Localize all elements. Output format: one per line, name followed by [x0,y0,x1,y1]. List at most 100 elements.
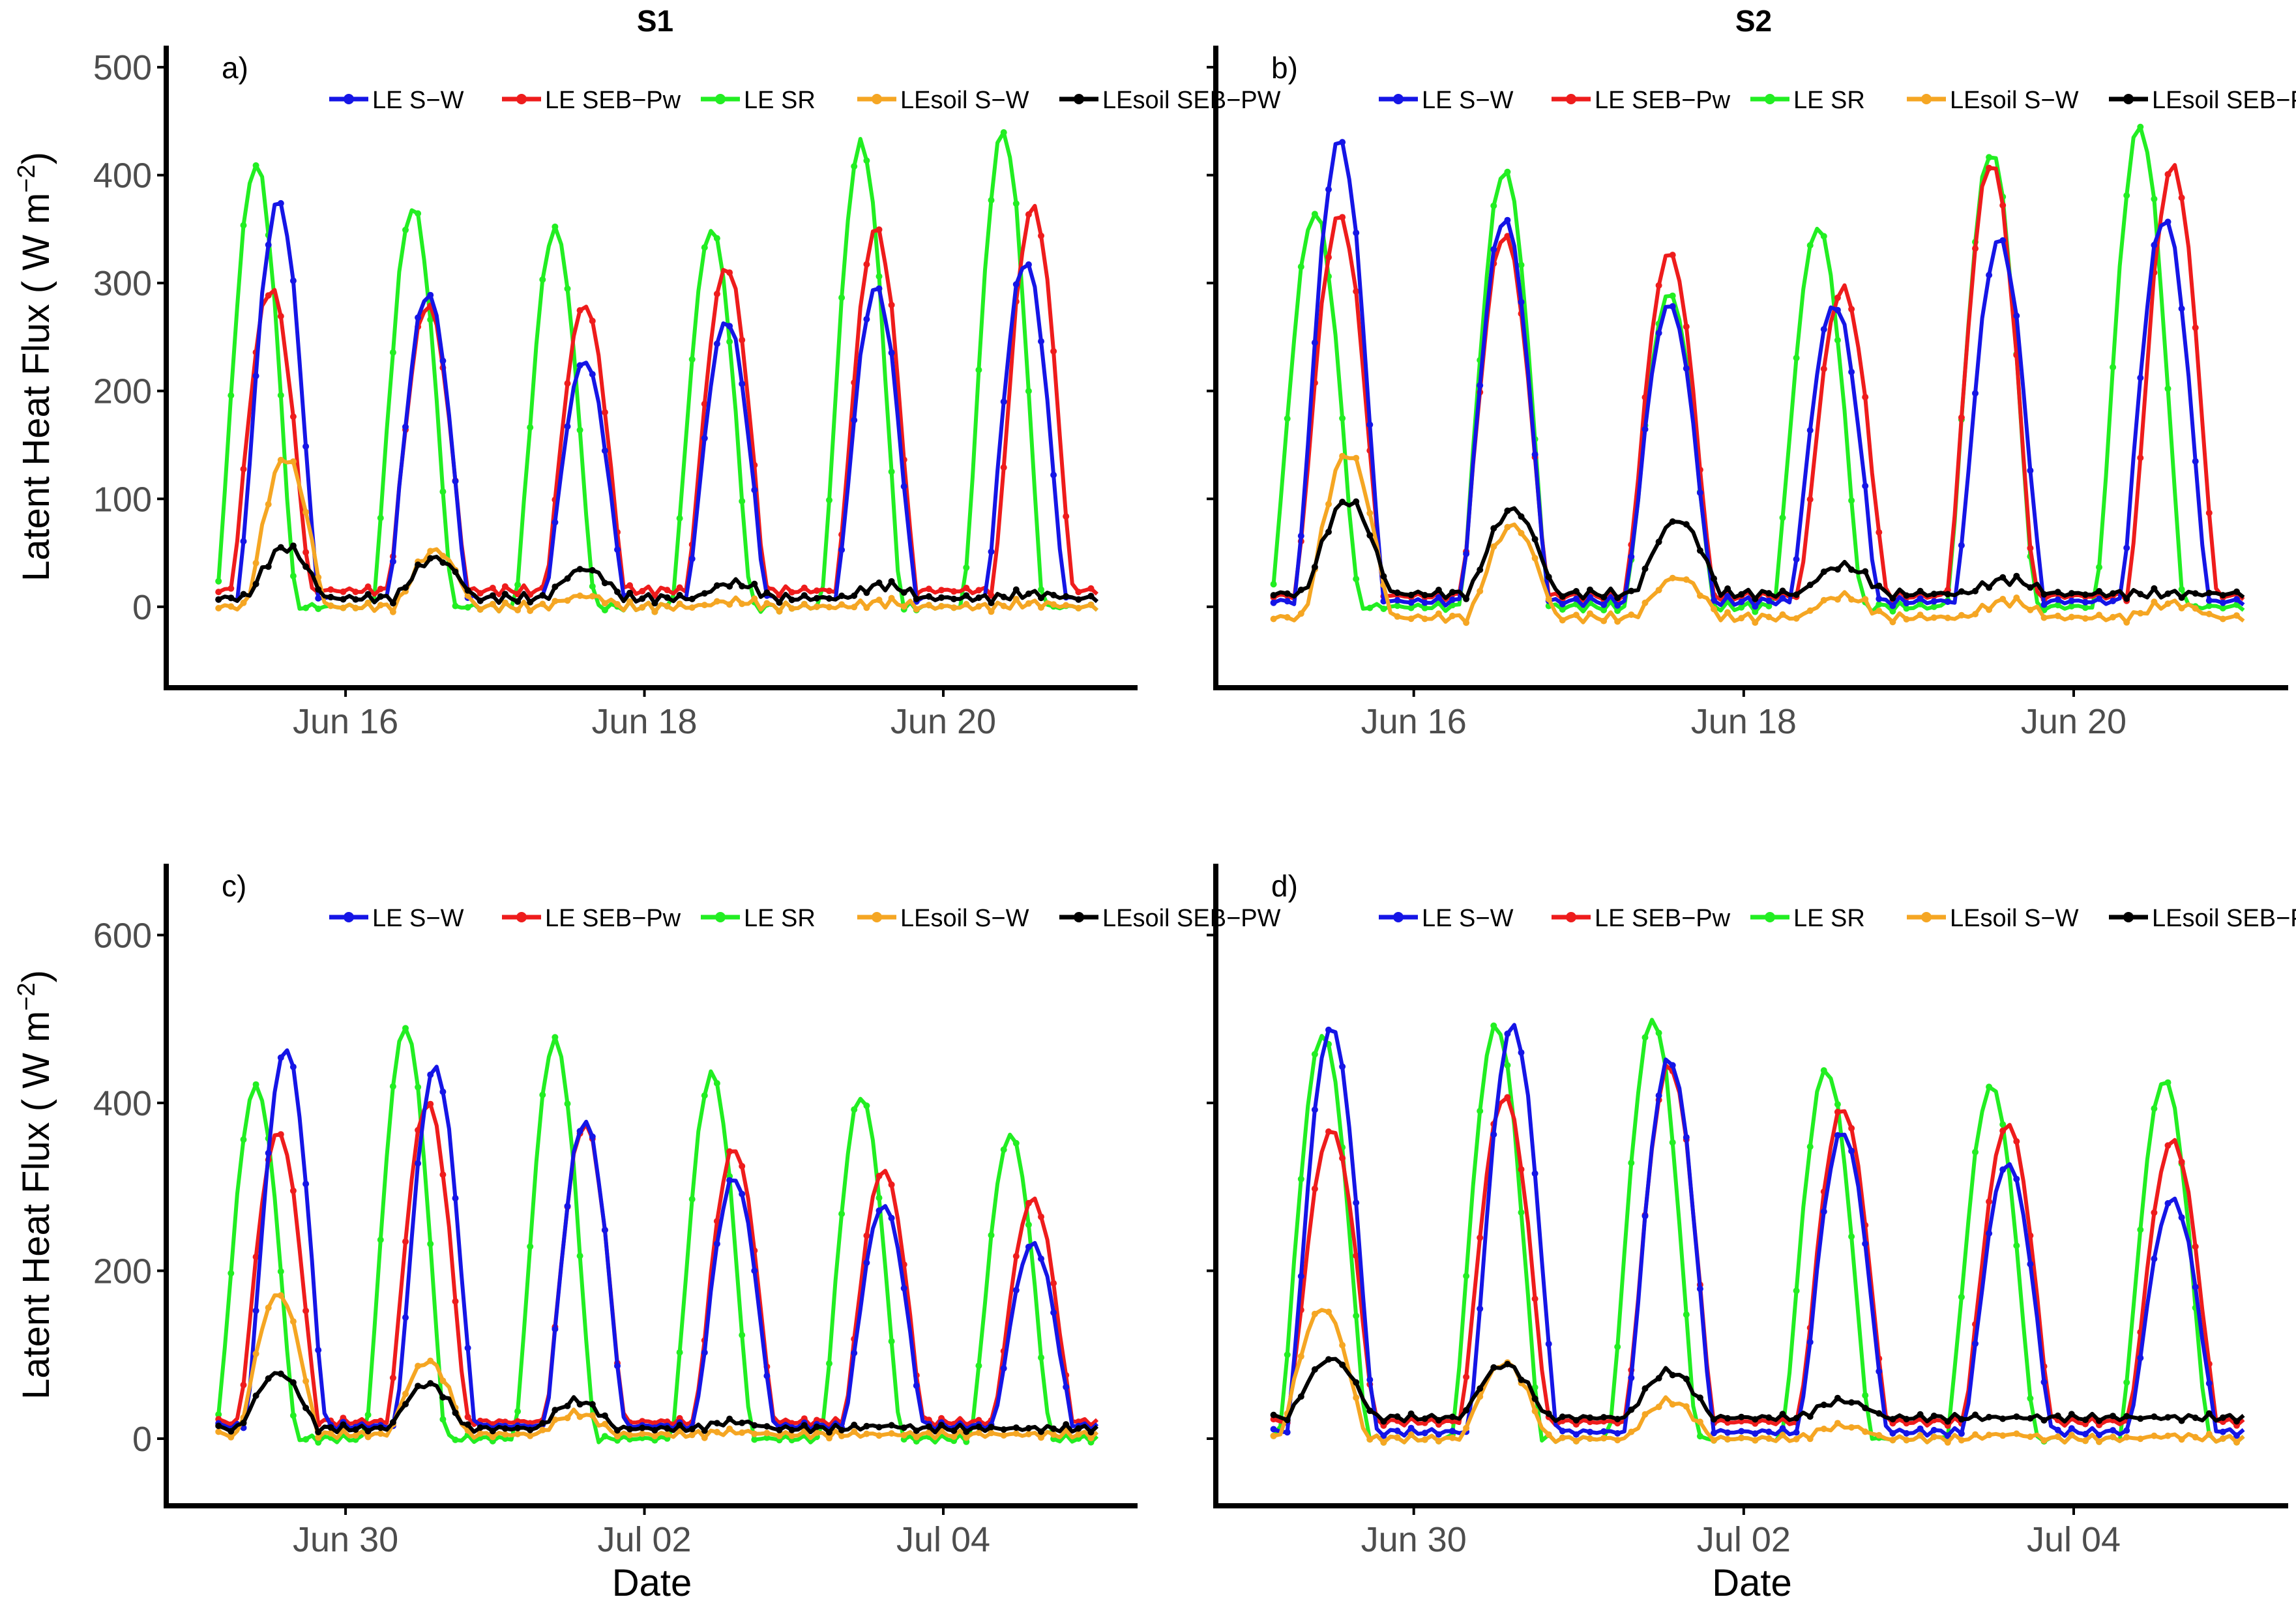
data-point [1944,598,1951,606]
legend-label: LEsoil SEB−PW [1102,905,1281,932]
data-point [315,1434,322,1441]
data-point [2068,590,2075,597]
data-point [1063,1383,1070,1390]
data-point [489,600,496,608]
data-point [439,357,447,364]
series-le-seb-pw [1270,1063,2245,1429]
data-point [2123,192,2130,199]
data-point [626,582,634,589]
data-point [1600,601,1608,608]
data-point [1504,1094,1511,1101]
data-point [2054,1426,2061,1433]
data-point [1435,1431,1442,1438]
data-point [1614,618,1621,625]
data-point [1862,1392,1869,1399]
data-point [1490,543,1497,550]
data-point [1986,1198,1993,1205]
data-point [1477,1393,1484,1400]
data-point [614,1433,621,1440]
data-point [688,1426,696,1433]
data-point [1986,1230,1993,1237]
y-tick-label: 400 [93,1084,152,1123]
data-point [1972,1431,1979,1438]
data-point [1366,1376,1374,1383]
data-point [726,1415,733,1422]
data-point [1903,1416,1910,1422]
series-line [218,1048,1099,1432]
data-point [1806,1143,1814,1151]
data-point [713,340,720,347]
data-point [352,1426,359,1433]
data-point [776,1426,783,1433]
data-point [1270,592,1277,599]
data-point [289,1412,297,1419]
data-point [1063,1421,1070,1428]
data-point [1075,1425,1082,1432]
data-point [1394,1434,1401,1441]
data-point [1944,1418,1951,1425]
data-point [439,1394,447,1401]
data-point [2178,194,2185,201]
data-point [265,241,272,248]
data-point [552,1416,559,1423]
data-point [1394,613,1401,620]
series-le-seb-pw [215,203,1099,599]
data-point [1407,1431,1415,1438]
data-point [1779,587,1786,594]
x-tick-label: Jul 02 [597,1520,691,1559]
data-point [701,602,708,609]
data-point [1806,1435,1814,1443]
data-point [2233,612,2240,619]
series-lesoil-s-w [1270,1308,2245,1446]
data-point [888,349,895,357]
data-point [1559,606,1566,613]
data-point [415,561,422,568]
data-point [876,1207,883,1214]
data-point [277,1292,284,1299]
data-point [240,1419,247,1426]
data-point [2151,242,2158,248]
data-point [876,273,883,280]
data-point [1738,598,1745,606]
data-point [389,608,396,615]
data-point [2137,1435,2144,1443]
data-point [1366,1436,1374,1443]
data-point [589,566,596,574]
data-point [302,1307,310,1314]
data-point [1696,1285,1703,1293]
data-point [2151,1432,2158,1439]
data-point [876,1432,883,1439]
data-point [688,555,696,563]
data-point [1641,426,1649,433]
data-point [564,1415,571,1422]
data-point [2233,588,2240,595]
data-point [1641,1034,1649,1041]
data-point [1958,1293,1965,1300]
data-point [427,548,434,555]
data-point [228,392,235,399]
data-point [2082,1431,2089,1437]
data-point [1903,592,1910,599]
data-point [1972,611,1979,618]
column-title-s2: S2 [1735,4,1772,38]
data-point [1504,233,1511,240]
data-point [539,1426,546,1433]
data-point [1038,1434,1044,1441]
data-point [1504,1062,1511,1069]
data-point [1463,1373,1470,1381]
data-point [888,1422,895,1429]
data-point [1711,1430,1717,1437]
data-point [1779,1425,1786,1432]
data-point [2082,1416,2089,1424]
data-point [514,1430,522,1437]
data-point [2110,1427,2117,1434]
data-point [1477,587,1484,594]
data-point [340,604,347,611]
data-point [1999,574,2007,581]
data-point [1999,237,2007,244]
data-point [1325,529,1332,535]
x-tick-label: Jul 02 [1697,1520,1791,1559]
data-point [576,362,583,369]
data-point [863,261,870,268]
data-point [1655,1029,1662,1036]
